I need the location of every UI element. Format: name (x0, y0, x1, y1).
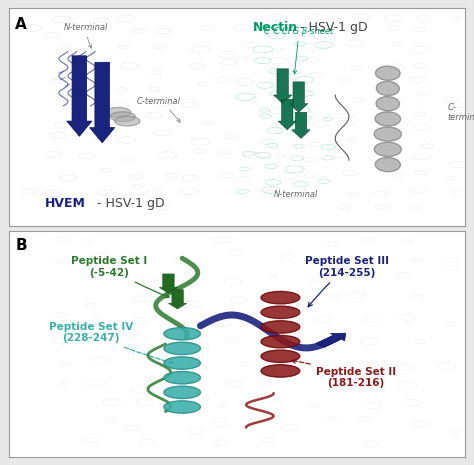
FancyArrow shape (159, 274, 178, 293)
FancyArrow shape (292, 113, 310, 139)
Ellipse shape (164, 401, 201, 413)
FancyArrow shape (278, 100, 296, 130)
Text: Peptide Set IV
(228-247): Peptide Set IV (228-247) (49, 322, 173, 364)
FancyArrow shape (67, 56, 92, 136)
FancyArrow shape (316, 333, 346, 347)
Text: N-terminal: N-terminal (64, 23, 108, 48)
Ellipse shape (110, 112, 136, 122)
FancyArrow shape (168, 290, 187, 309)
Ellipse shape (164, 372, 201, 384)
Ellipse shape (261, 321, 300, 333)
Ellipse shape (106, 107, 131, 117)
Ellipse shape (164, 357, 201, 369)
Text: A: A (15, 17, 27, 32)
Ellipse shape (164, 327, 201, 340)
Ellipse shape (261, 306, 300, 319)
Ellipse shape (164, 342, 201, 355)
FancyArrow shape (90, 62, 115, 143)
Text: - HSV-1 gD: - HSV-1 gD (296, 21, 368, 34)
Text: Peptide Set III
(214-255): Peptide Set III (214-255) (305, 256, 389, 307)
Text: N-terminal: N-terminal (274, 190, 319, 199)
Ellipse shape (375, 158, 401, 172)
Text: Peptide Set I
(-5-42): Peptide Set I (-5-42) (71, 256, 169, 298)
Text: C"C'CFG β-sheet: C"C'CFG β-sheet (264, 27, 334, 74)
Text: Peptide Set II
(181-216): Peptide Set II (181-216) (292, 359, 396, 388)
Ellipse shape (261, 365, 300, 377)
Ellipse shape (115, 116, 140, 126)
Ellipse shape (375, 112, 401, 126)
Ellipse shape (374, 142, 401, 156)
Ellipse shape (261, 335, 300, 348)
Text: - HSV-1 gD: - HSV-1 gD (93, 197, 164, 210)
Text: Nectin: Nectin (253, 21, 298, 34)
Ellipse shape (376, 97, 400, 111)
FancyArrow shape (290, 82, 308, 113)
Ellipse shape (261, 350, 300, 363)
Ellipse shape (261, 292, 300, 304)
Ellipse shape (164, 386, 201, 399)
Text: HVEM: HVEM (45, 197, 86, 210)
FancyArrow shape (273, 69, 292, 104)
Text: C-terminal: C-terminal (137, 97, 181, 122)
Ellipse shape (375, 66, 400, 80)
Text: B: B (15, 238, 27, 253)
Ellipse shape (374, 127, 401, 141)
Ellipse shape (376, 81, 399, 95)
Text: C-
terminal: C- terminal (447, 103, 474, 122)
